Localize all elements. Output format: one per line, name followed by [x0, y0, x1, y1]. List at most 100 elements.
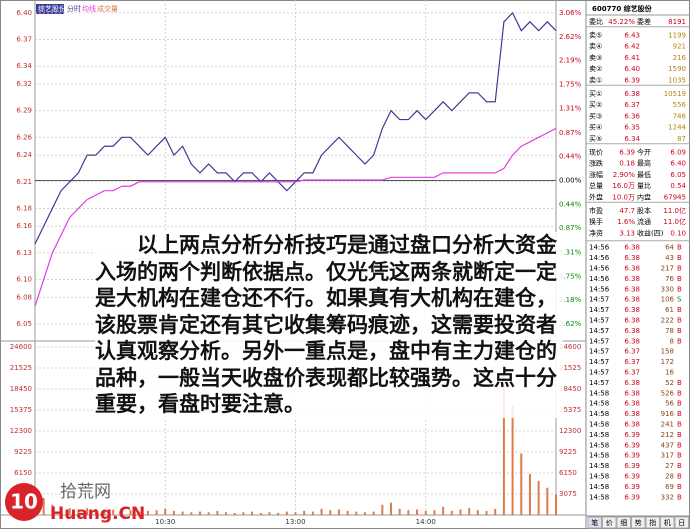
y2-tick-label: 0.44% — [559, 152, 582, 160]
quote-value: 45.22% — [608, 18, 635, 26]
y2-tick-label: 24600 — [559, 343, 581, 351]
trade-price: 6.38 — [624, 410, 640, 418]
tab — [645, 516, 660, 529]
volume-bar — [511, 405, 514, 515]
trade-volume: 330 — [661, 285, 674, 293]
quote-volume: 87 — [677, 135, 686, 143]
trade-volume: 69 — [665, 483, 674, 491]
quote-label: 收益(四) — [637, 228, 664, 237]
volume-bar — [251, 511, 254, 515]
quote-label: 买④ — [589, 124, 602, 132]
x-tick-label: 14:00 — [416, 518, 436, 526]
trade-time: 14:58 — [589, 483, 609, 491]
y-tick-label: 6.05 — [16, 320, 32, 328]
trade-time: 14:58 — [589, 410, 609, 418]
y2-tick-label: 12300 — [559, 427, 581, 435]
y-tick-label: 6150 — [14, 469, 32, 477]
volume-bar — [433, 510, 436, 515]
quote-volume: 921 — [673, 43, 686, 51]
y2-tick-label: 0.87% — [559, 224, 582, 232]
tab — [674, 516, 689, 529]
volume-bar — [520, 453, 523, 515]
trade-volume: 437 — [661, 441, 674, 449]
x-tick-label: 10:30 — [155, 518, 175, 526]
volume-bar — [546, 487, 549, 515]
volume-bar — [77, 509, 80, 515]
y-tick-label: 6.34 — [16, 62, 32, 70]
quote-price: 6.41 — [624, 54, 640, 62]
quote-label: 买⑤ — [589, 135, 602, 143]
quote-volume: 1199 — [668, 31, 686, 39]
trade-price: 6.39 — [624, 441, 640, 449]
trade-side: B — [677, 452, 682, 460]
quote-value: 16.0万 — [612, 182, 635, 190]
volume-bar — [372, 511, 375, 515]
y-tick-label: 6.13 — [16, 249, 32, 257]
volume-bar — [502, 364, 505, 515]
quote-label: 买③ — [589, 112, 602, 120]
trade-volume: 56 — [665, 400, 674, 408]
tab-label: 细 — [620, 518, 627, 527]
trade-time: 14:58 — [589, 473, 609, 481]
trade-side: B — [677, 317, 682, 325]
volume-bar — [86, 508, 89, 515]
volume-bar — [320, 508, 323, 515]
trade-volume: 172 — [661, 358, 674, 366]
volume-bar — [190, 512, 193, 515]
quote-price: 6.39 — [624, 77, 640, 85]
y2-tick-label: 1.75% — [559, 81, 582, 89]
quote-volume: 10519 — [664, 90, 686, 98]
volume-bar — [285, 511, 288, 515]
trade-price: 6.39 — [624, 493, 640, 501]
trade-side: B — [677, 254, 682, 262]
volume-bar — [225, 512, 228, 515]
quote-price: 6.36 — [624, 112, 640, 120]
volume-bar — [294, 512, 297, 515]
trade-price: 6.38 — [624, 389, 640, 397]
quote-value: 6.39 — [619, 148, 635, 156]
trade-time: 14:57 — [589, 369, 609, 377]
trade-volume: 16 — [665, 369, 674, 377]
y-tick-label: 6.16 — [16, 222, 32, 230]
volume-bar — [537, 480, 540, 515]
quote-price: 6.42 — [624, 43, 640, 51]
trade-price: 6.37 — [624, 369, 640, 377]
trade-time: 14:57 — [589, 317, 609, 325]
logo-number: 10 — [10, 490, 38, 514]
volume-bar — [485, 510, 488, 515]
trade-time: 14:58 — [589, 452, 609, 460]
volume-bar — [329, 510, 332, 515]
trade-price: 6.39 — [624, 431, 640, 439]
trade-time: 14:56 — [589, 254, 610, 262]
volume-bar — [129, 510, 132, 515]
trade-volume: 43 — [665, 254, 674, 262]
trade-side: B — [677, 275, 682, 283]
volume-bar — [198, 511, 201, 515]
trade-side: B — [677, 337, 682, 345]
trade-price: 6.38 — [624, 285, 640, 293]
y2-tick-label: 0.87% — [559, 129, 582, 137]
trade-time: 14:58 — [589, 421, 609, 429]
trade-time: 14:56 — [589, 275, 610, 283]
volume-bar — [181, 511, 184, 515]
y2-tick-label: 3.06% — [559, 9, 582, 17]
quote-price: 6.38 — [624, 90, 640, 98]
y2-tick-label: 18450 — [559, 385, 581, 393]
trade-volume: 317 — [661, 452, 674, 460]
trade-price: 6.39 — [624, 473, 640, 481]
trade-volume: 241 — [661, 421, 674, 429]
trade-price: 6.38 — [624, 265, 640, 273]
volume-bar — [277, 512, 280, 515]
quote-label: 净资 — [589, 228, 603, 237]
trade-volume: 64 — [665, 244, 674, 252]
trade-side: B — [677, 285, 682, 293]
quote-value: 11.0亿 — [663, 206, 686, 215]
volume-bar — [494, 508, 497, 515]
trade-time: 14:58 — [589, 462, 609, 470]
y-tick-label: 6.21 — [16, 178, 32, 186]
tab-label: 日 — [678, 519, 685, 527]
y-tick-label: 21525 — [10, 364, 32, 372]
y-tick-label: 6.08 — [16, 293, 32, 301]
quote-value: 1.6% — [617, 218, 635, 226]
y-tick-label: 9225 — [14, 448, 32, 456]
